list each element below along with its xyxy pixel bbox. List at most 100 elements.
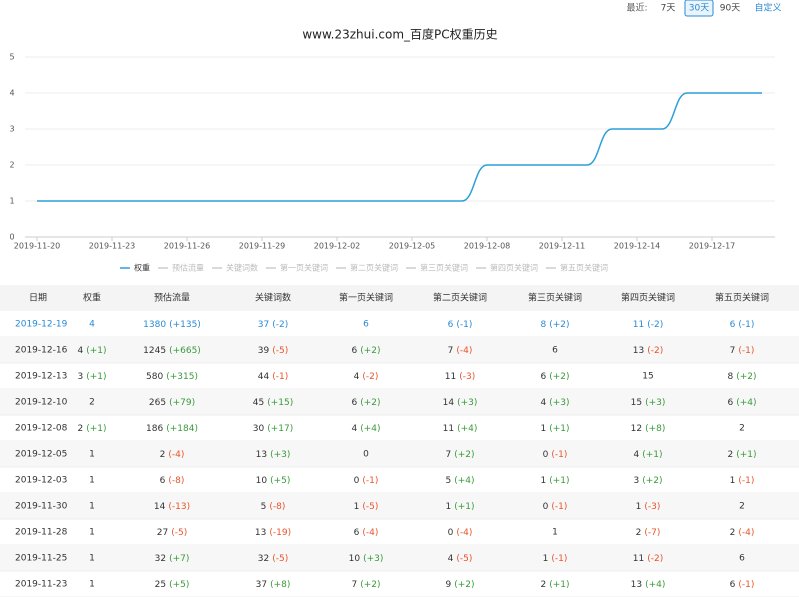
cell-change: (+1) <box>86 424 106 434</box>
legend-item[interactable]: 第二页关键词 <box>350 263 398 273</box>
table-cell: 37 (+8) <box>256 580 291 590</box>
row-bg <box>0 389 799 415</box>
cell-value: 14 <box>154 502 166 512</box>
table-cell: 0 (-4) <box>448 528 473 538</box>
cell-value: 13 <box>256 450 267 460</box>
table-cell: 27 (-5) <box>157 528 187 538</box>
cell-value: 1 <box>540 424 546 434</box>
cell-change: (-2) <box>272 320 288 330</box>
range-button-active[interactable] <box>684 0 714 17</box>
table-cell: 6 (-1) <box>730 320 755 330</box>
table-header: 第三页关键词 <box>528 292 582 304</box>
legend-item[interactable]: 第五页关键词 <box>560 263 608 273</box>
table-cell: 25 (+5) <box>155 580 190 590</box>
cell-value: 0 <box>543 502 549 512</box>
cell-value: 1 <box>445 502 451 512</box>
cell-value: 1380 <box>143 320 166 330</box>
cell-value: 2 <box>160 450 166 460</box>
table-cell: 1 <box>89 476 95 486</box>
cell-change: (-5) <box>362 502 378 512</box>
cell-change: (+1) <box>549 424 569 434</box>
y-tick-label: 5 <box>9 53 14 62</box>
cell-value: 14 <box>443 398 455 408</box>
cell-value: 1 <box>540 476 546 486</box>
table-cell: 1 <box>89 450 95 460</box>
cell-change: (-8) <box>269 502 285 512</box>
cell-value: 2 <box>636 528 642 538</box>
date-cell: 2019-12-13 <box>15 372 67 382</box>
table-cell: 30 (+17) <box>253 424 293 434</box>
cell-change: (+1) <box>86 372 106 382</box>
cell-change: (-5) <box>171 528 187 538</box>
cell-value: 44 <box>258 372 270 382</box>
table-cell: 3 (+1) <box>77 372 106 382</box>
cell-value: 8 <box>540 320 546 330</box>
x-tick-label: 2019-12-02 <box>314 242 361 251</box>
cell-value: 0 <box>354 476 360 486</box>
table-cell: 1 (+1) <box>445 502 474 512</box>
cell-change: (-7) <box>644 528 660 538</box>
table-cell: 1 <box>552 528 558 538</box>
cell-change: (-1) <box>551 450 567 460</box>
cell-change: (-2) <box>362 372 378 382</box>
table-cell: 1 (-1) <box>543 554 568 564</box>
legend-item[interactable]: 权重 <box>134 263 150 273</box>
table-cell: 7 (+2) <box>351 580 380 590</box>
table-cell: 32 (-5) <box>258 554 288 564</box>
table-cell: 6 <box>739 554 745 564</box>
cell-change: (-4) <box>456 528 472 538</box>
table-cell: 3 (+2) <box>633 476 662 486</box>
cell-change: (-1) <box>738 476 754 486</box>
cell-change: (+2) <box>360 580 380 590</box>
cell-value: 13 <box>255 528 266 538</box>
x-tick-label: 2019-12-05 <box>389 242 436 251</box>
table-cell: 4 (-5) <box>448 554 473 564</box>
x-tick-label: 2019-12-17 <box>689 242 736 251</box>
date-cell: 2019-11-23 <box>15 580 67 590</box>
cell-change: (-1) <box>738 346 754 356</box>
legend-item[interactable]: 关键词数 <box>226 263 258 273</box>
legend-item[interactable]: 预估流量 <box>172 263 204 273</box>
table-header: 权重 <box>83 292 101 304</box>
table-header: 第五页关键词 <box>715 292 769 304</box>
cell-change: (+2) <box>549 320 569 330</box>
legend-item[interactable]: 第四页关键词 <box>490 263 538 273</box>
range-button[interactable]: 90天 <box>720 4 740 14</box>
cell-change: (+1) <box>549 476 569 486</box>
cell-value: 7 <box>445 450 451 460</box>
table-cell: 5 (+4) <box>445 476 474 486</box>
cell-change: (+2) <box>549 372 569 382</box>
cell-value: 2 <box>730 528 736 538</box>
cell-change: (+3) <box>363 554 383 564</box>
table-cell: 0 <box>363 450 369 460</box>
cell-value: 6 <box>160 476 166 486</box>
table-cell: 7 (+2) <box>445 450 474 460</box>
table-cell: 1 <box>89 554 95 564</box>
y-tick-label: 1 <box>9 197 14 206</box>
cell-change: (+2) <box>454 450 474 460</box>
x-tick-label: 2019-11-20 <box>14 242 61 251</box>
cell-value: 11 <box>445 372 456 382</box>
table-cell: 14 (+3) <box>443 398 478 408</box>
legend-item[interactable]: 第一页关键词 <box>280 263 328 273</box>
cell-value: 580 <box>146 372 163 382</box>
cell-change: (+184) <box>166 424 198 434</box>
cell-change: (-19) <box>269 528 291 538</box>
range-button[interactable]: 30天 <box>689 4 709 14</box>
cell-change: (+315) <box>166 372 198 382</box>
table-cell: 11 (+4) <box>443 424 478 434</box>
cell-value: 186 <box>146 424 163 434</box>
cell-change: (+15) <box>267 398 293 408</box>
range-button[interactable]: 7天 <box>661 4 676 14</box>
table-cell: 0 (-1) <box>354 476 379 486</box>
series-line <box>37 92 762 202</box>
date-cell: 2019-11-25 <box>15 554 67 564</box>
y-tick-label: 0 <box>9 233 14 242</box>
table-cell: 32 (+7) <box>155 554 190 564</box>
table-cell: 12 (+8) <box>631 424 666 434</box>
table-cell: 2 <box>89 398 95 408</box>
table-cell: 1380 (+135) <box>143 320 201 330</box>
custom-range[interactable]: 自定义 <box>754 2 781 14</box>
legend-item[interactable]: 第三页关键词 <box>420 263 468 273</box>
